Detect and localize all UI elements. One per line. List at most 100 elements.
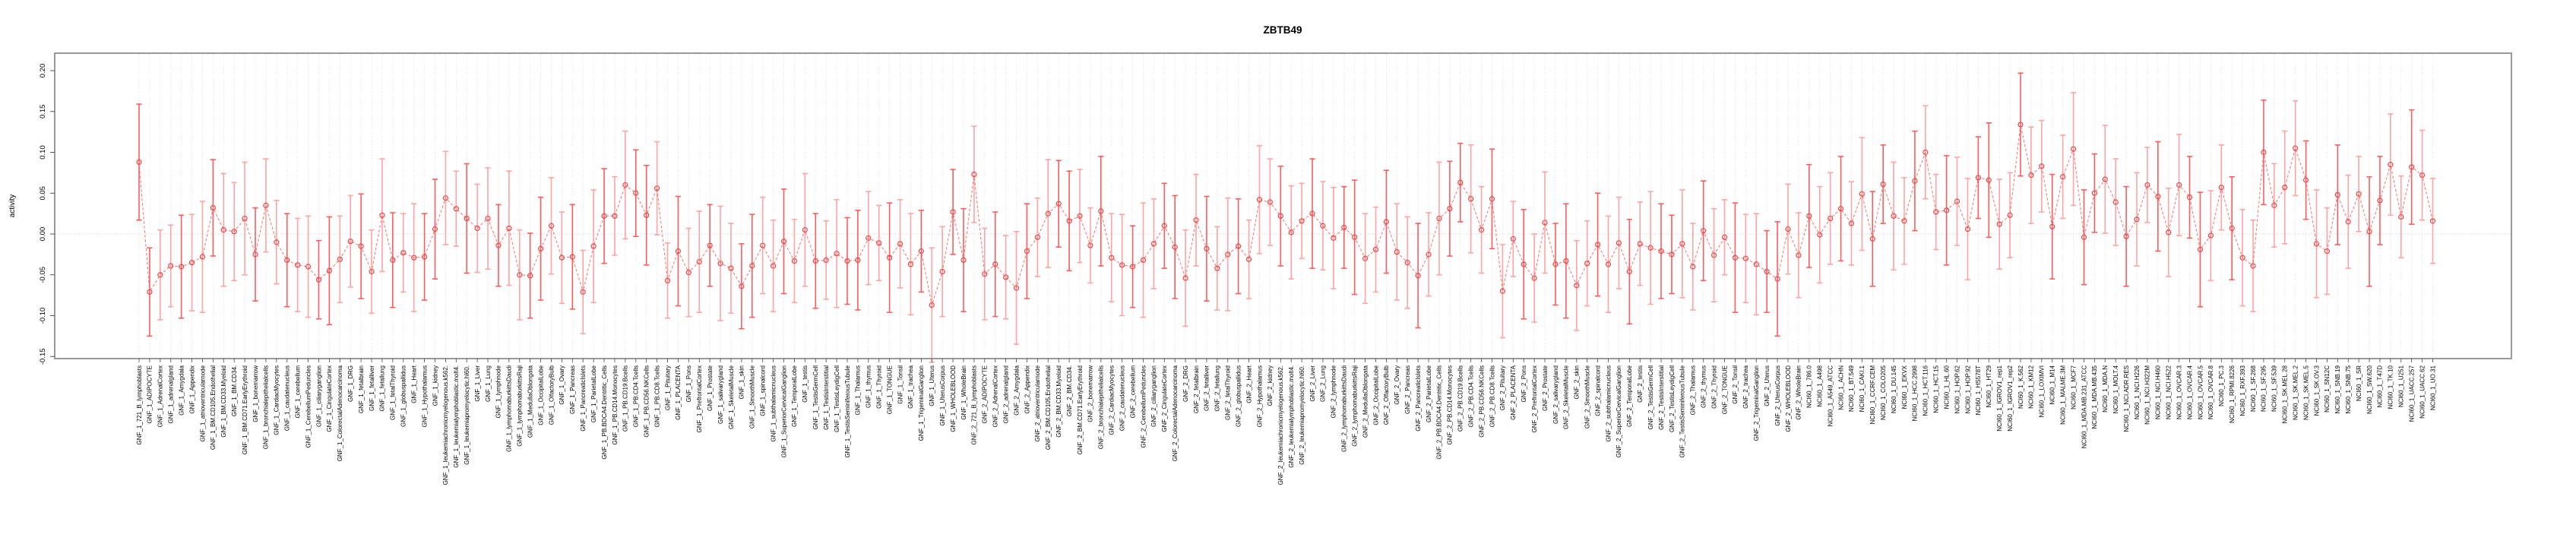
- x-tick-label: GNF_2_TrigeminalGanglion: [1753, 365, 1760, 441]
- x-tick-label: GNF_1_DRG: [347, 365, 354, 402]
- data-point: [2039, 163, 2045, 169]
- error-bar: [612, 175, 618, 256]
- x-tick-label: NCI60_1_NCI.H322M: [2144, 365, 2151, 425]
- data-point: [315, 277, 322, 283]
- data-point: [876, 240, 882, 246]
- y-tick-label: -0.15: [39, 348, 47, 365]
- x-tick-label: NCI60_1_HOP.62: [1954, 365, 1960, 413]
- data-point: [1436, 215, 1442, 222]
- data-point: [2271, 202, 2277, 208]
- data-point: [263, 202, 269, 208]
- x-tick-label: NCI60_1_MOLT.4: [2112, 365, 2119, 413]
- y-tick-label: 0.10: [39, 145, 47, 160]
- error-bar: [2017, 72, 2024, 177]
- x-tick-label: GNF_2_spinalcord: [1594, 365, 1601, 416]
- data-point: [1267, 199, 1273, 205]
- x-tick-label: GNF_1_testis: [802, 365, 809, 403]
- data-point: [1320, 223, 1326, 229]
- data-point: [559, 255, 565, 261]
- data-point: [717, 261, 723, 267]
- x-tick-label: NCI60_1_MALME.3M: [2059, 365, 2066, 425]
- error-bar: [1753, 213, 1759, 316]
- data-point: [2197, 246, 2204, 253]
- x-tick-label: GNF_1_BM.CD34.: [231, 365, 238, 416]
- x-tick-label: GNF_2_TestisInterstitial: [1658, 365, 1665, 430]
- x-tick-label: NCI60_1_SF.268: [2250, 365, 2257, 411]
- data-point: [1594, 242, 1601, 248]
- x-tick-label: GNF_1_PrefrontalCortex: [696, 365, 703, 432]
- error-bar: [1394, 203, 1400, 301]
- data-point: [2207, 232, 2214, 239]
- data-point: [210, 205, 216, 211]
- error-bar: [1880, 144, 1886, 224]
- error-bar: [2060, 134, 2066, 220]
- x-tick-label: NCI60_1_RPMI.8226: [2229, 365, 2236, 423]
- data-point: [2261, 149, 2267, 156]
- error-bar: [1236, 198, 1242, 295]
- data-point: [664, 277, 671, 283]
- x-tick-label: GNF_2_PB.CD56.NKCells: [1478, 365, 1485, 438]
- data-point: [2218, 185, 2224, 191]
- y-tick-label: 0.05: [39, 186, 47, 200]
- x-tick-label: GNF_2_SkeletalMuscle: [1563, 365, 1570, 429]
- data-point: [644, 212, 650, 218]
- data-point: [2239, 255, 2245, 261]
- data-point: [1796, 252, 1802, 258]
- x-tick-label: GNF_1_CerebellumPeduncles: [305, 365, 312, 448]
- data-point: [252, 251, 258, 258]
- x-tick-label: GNF_2_CardiacMyocytes: [1109, 365, 1116, 435]
- error-bar: [188, 213, 195, 311]
- error-bar: [1457, 142, 1464, 223]
- x-tick-label: NCI60_1_MDA.MB.435: [2091, 365, 2098, 428]
- data-point: [495, 242, 502, 248]
- data-point: [939, 268, 945, 275]
- data-point: [347, 239, 353, 245]
- x-axis: GNF_1_721_B_lymphoblasts GNF_1_ADIPOCYTE G…: [136, 359, 2436, 485]
- data-point: [421, 254, 428, 260]
- data-point: [1098, 208, 1104, 214]
- x-tick-label: GNF_2_TONGUE: [1721, 365, 1728, 414]
- data-point: [1489, 196, 1495, 202]
- x-tick-label: GNF_1_lymphomaburkittsDaudi: [506, 365, 513, 452]
- error-bar: [876, 204, 882, 282]
- x-tick-label: GNF_2_OlfactoryBulb: [1383, 365, 1390, 425]
- x-tick-label: GNF_1_TONGUE: [886, 365, 893, 414]
- data-point: [548, 223, 555, 229]
- data-point: [1964, 226, 1971, 232]
- x-tick-label: GNF_2_PB.CD14.Monocytes: [1447, 365, 1454, 445]
- data-point: [1383, 219, 1389, 225]
- error-bar: [242, 161, 248, 276]
- x-tick-label: GNF_1_BM.CD105.Endothelial: [210, 365, 217, 450]
- x-tick-label: GNF_2_ADIPOCYTE: [982, 365, 989, 423]
- error-bar: [2028, 126, 2034, 224]
- x-tick-label: NCI60_1_UO.31: [2429, 365, 2436, 410]
- data-point: [2155, 193, 2161, 200]
- data-point: [274, 239, 280, 245]
- error-bar: [2197, 191, 2204, 308]
- error-bar: [157, 229, 163, 321]
- error-bar: [326, 216, 332, 326]
- x-tick-label: GNF_2_ParietalLobe: [1426, 365, 1432, 422]
- x-tick-label: GNF_1_PancreaticIslets: [580, 365, 587, 432]
- data-point: [1774, 276, 1780, 282]
- x-tick-label: GNF_2_Lung: [1320, 365, 1327, 402]
- x-tick-label: GNF_2_OccipitalLobe: [1372, 365, 1379, 425]
- x-tick-label: GNF_2_SuperiorCervicalGanglion: [1616, 365, 1622, 457]
- data-point: [1077, 213, 1083, 219]
- data-point: [1024, 248, 1030, 255]
- data-point: [2186, 194, 2193, 201]
- x-tick-label: NCI60_1_SF.295: [2261, 365, 2267, 411]
- x-tick-label: GNF_1_TestisLeydigCell: [834, 365, 840, 432]
- data-point: [2313, 241, 2320, 247]
- x-tick-label: GNF_1_ciliaryganglion: [315, 365, 322, 427]
- data-point: [2028, 172, 2034, 179]
- x-tick-label: GNF_2_PB.CD19.Bcells: [1457, 365, 1464, 432]
- data-point: [907, 261, 914, 267]
- x-tick-label: GNF_2_SmoothMuscle: [1584, 365, 1591, 428]
- data-point: [580, 289, 586, 295]
- x-tick-label: GNF_1_leukemialymphoblastic.molt4.: [453, 365, 460, 468]
- x-tick-label: NCI60_1_SK.OV.3: [2313, 365, 2320, 416]
- x-tick-label: GNF_2_TestisSeminiferousTubule: [1679, 365, 1686, 457]
- x-tick-label: GNF_1_721_B_lymphoblasts: [136, 365, 143, 445]
- data-point: [527, 273, 533, 279]
